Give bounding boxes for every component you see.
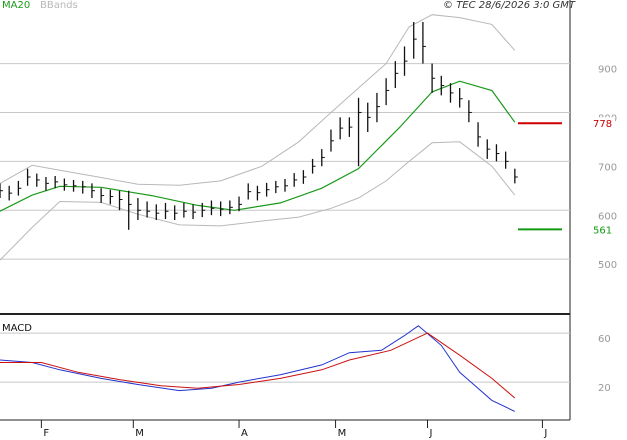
y-tick-label: 20 (598, 383, 611, 394)
x-tick-label: F (43, 428, 49, 439)
macd-line (0, 325, 516, 412)
y-tick-label: 900 (598, 65, 617, 76)
level-label: 778 (593, 119, 612, 130)
x-tick-label: M (338, 428, 347, 439)
bband-upper (0, 14, 516, 186)
copyright: © TEC 28/6/2026 3:0 GMT (443, 0, 576, 11)
y-tick-label: 500 (598, 260, 617, 271)
legend-bbands: BBands (40, 0, 78, 11)
x-tick-label: J (429, 428, 433, 439)
level-label-bg (591, 223, 615, 236)
macd-line (0, 332, 516, 399)
level-label-bg (591, 117, 615, 130)
bband-lower (0, 141, 516, 261)
x-tick-label: J (543, 428, 547, 439)
macd-title: MACD (2, 323, 32, 334)
level-label: 561 (593, 225, 612, 236)
y-tick-label: 60 (598, 334, 611, 345)
y-tick-label: 600 (598, 211, 617, 222)
legend-ma20: MA20 (2, 0, 30, 11)
x-tick-label: A (241, 428, 248, 439)
y-tick-label: 700 (598, 162, 617, 173)
x-tick-label: M (135, 428, 144, 439)
